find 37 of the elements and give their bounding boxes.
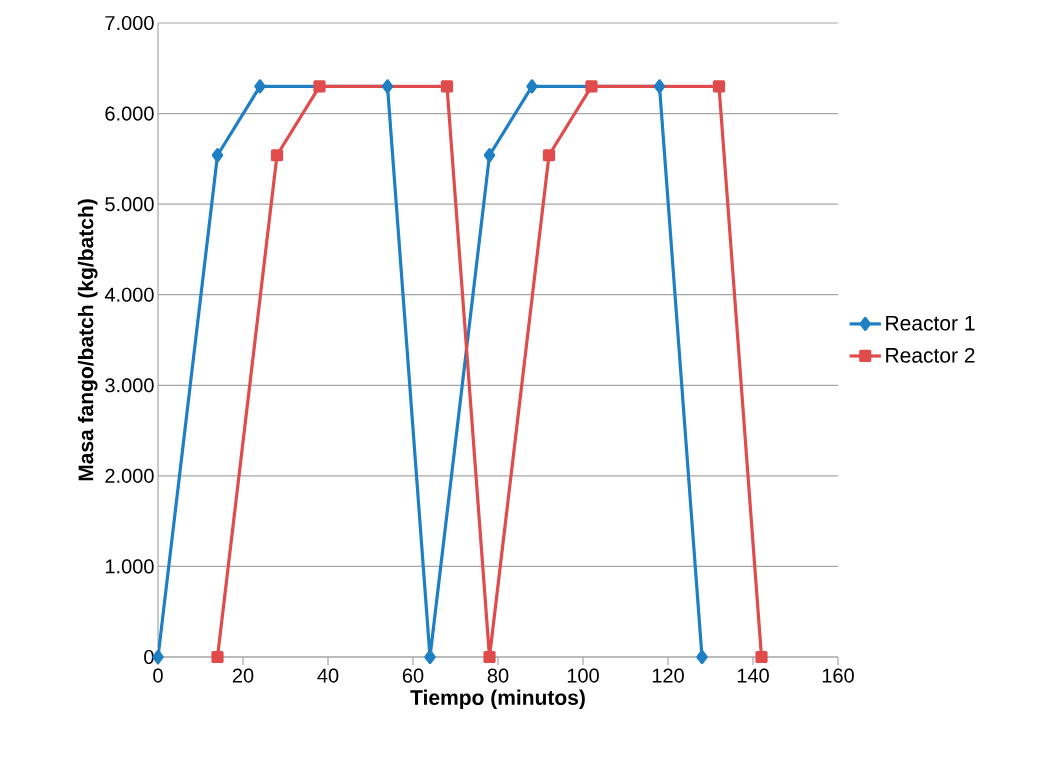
x-tick-label: 100: [567, 668, 599, 683]
point: [313, 80, 326, 93]
x-tick-label: 80: [487, 668, 509, 683]
point: [755, 650, 768, 664]
y-tick-label: 5.000: [105, 197, 154, 212]
point: [542, 149, 556, 162]
point: [483, 148, 496, 163]
point: [585, 80, 598, 93]
point: [424, 649, 436, 665]
point: [270, 149, 284, 162]
y-tick-label: 1.000: [105, 559, 154, 574]
x-tick-label: 120: [652, 668, 684, 683]
legend-label: Reactor 1: [886, 315, 975, 331]
point: [211, 148, 224, 163]
legend-label: Reactor 2: [886, 347, 975, 363]
point: [211, 650, 224, 664]
x-axis-title: Tiempo (minutos): [410, 689, 585, 710]
x-tick-label: 20: [232, 668, 254, 683]
y-tick-label: 0: [144, 649, 154, 665]
point: [254, 79, 266, 94]
point: [483, 650, 496, 664]
x-tick-label: 40: [317, 668, 339, 683]
y-axis-title: Masa fango/batch (kg/batch): [77, 199, 98, 481]
point: [440, 80, 454, 93]
x-tick-label: 140: [737, 668, 769, 683]
y-tick-label: 7.000: [105, 15, 154, 31]
point: [381, 79, 394, 94]
point: [696, 649, 708, 665]
y-tick-label: 4.000: [104, 287, 154, 302]
point: [653, 79, 666, 94]
x-tick-label: 160: [822, 668, 854, 683]
x-tick-label: 60: [402, 668, 424, 683]
y-tick-label: 2.000: [105, 468, 154, 483]
y-tick-label: 3.000: [105, 378, 154, 393]
point: [526, 79, 538, 94]
point: [712, 80, 726, 93]
y-tick-label: 6.000: [105, 106, 154, 121]
